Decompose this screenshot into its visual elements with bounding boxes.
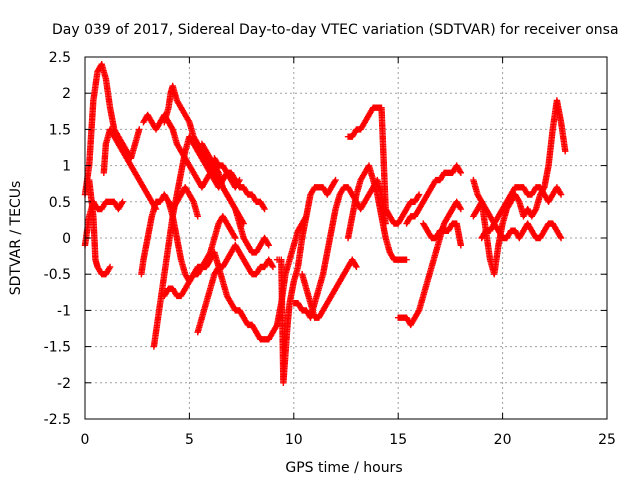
plus-markers [165,198,247,321]
y-tick-label: 1 [62,159,71,175]
series-arc25 [478,220,565,242]
series-arc17 [290,176,389,321]
data-marks [81,61,569,386]
plus-markers [81,198,126,249]
series-arc24 [470,176,565,227]
y-tick-label: 0.5 [49,195,71,211]
plus-markers [273,176,339,386]
plus-markers [290,176,389,321]
series-arc20 [395,198,465,329]
x-tick-label: 25 [598,432,616,448]
series-arc15 [273,176,339,386]
y-tick-label: 2.5 [49,50,71,66]
y-tick-label: -0.5 [44,267,71,283]
x-axis-ticks: 0 5 10 15 20 25 [81,57,616,448]
y-tick-label: 1.5 [49,122,71,138]
plus-markers [344,104,423,227]
series-arc3 [85,176,114,278]
y-axis-label: SDTVAR / TECUs [8,181,24,296]
y-tick-label: -1.5 [44,340,71,356]
x-axis-label: GPS time / hours [285,460,402,476]
series-arc22 [420,220,465,249]
plus-markers [395,198,465,329]
series-arc18 [344,162,410,263]
series-arc12 [198,140,272,256]
series-arc2 [81,198,126,249]
y-tick-label: -2 [57,376,71,392]
series-arc14 [236,213,310,343]
x-tick-label: 15 [389,432,407,448]
x-tick-label: 20 [494,432,512,448]
plus-markers [470,176,565,227]
series-arc4 [100,126,160,213]
chart-title: Day 039 of 2017, Sidereal Day-to-day VTE… [52,22,619,38]
x-tick-label: 5 [185,432,194,448]
plus-markers [478,220,565,242]
series-arc11 [194,242,277,336]
y-tick-label: 0 [62,231,71,247]
series-arc19 [344,104,423,227]
x-tick-label: 0 [81,432,90,448]
series-arc10 [165,198,247,321]
plus-markers [403,162,465,227]
x-tick-label: 10 [285,432,303,448]
y-tick-label: 2 [62,86,71,102]
plus-markers [236,213,310,343]
plus-markers [85,176,114,278]
plus-markers [198,140,272,256]
plus-markers [211,155,268,213]
plus-markers [100,126,160,213]
plus-markers [344,162,410,263]
y-tick-label: -2.5 [44,412,71,428]
y-axis-ticks: 2.5 2 1.5 1 0.5 0 -0.5 -1 -1.5 -2 -2.5 [44,50,607,428]
plus-markers [194,242,277,336]
series-arc13 [211,155,268,213]
series-arc21 [403,162,465,227]
plus-markers [420,220,465,249]
y-tick-label: -1 [57,303,71,319]
